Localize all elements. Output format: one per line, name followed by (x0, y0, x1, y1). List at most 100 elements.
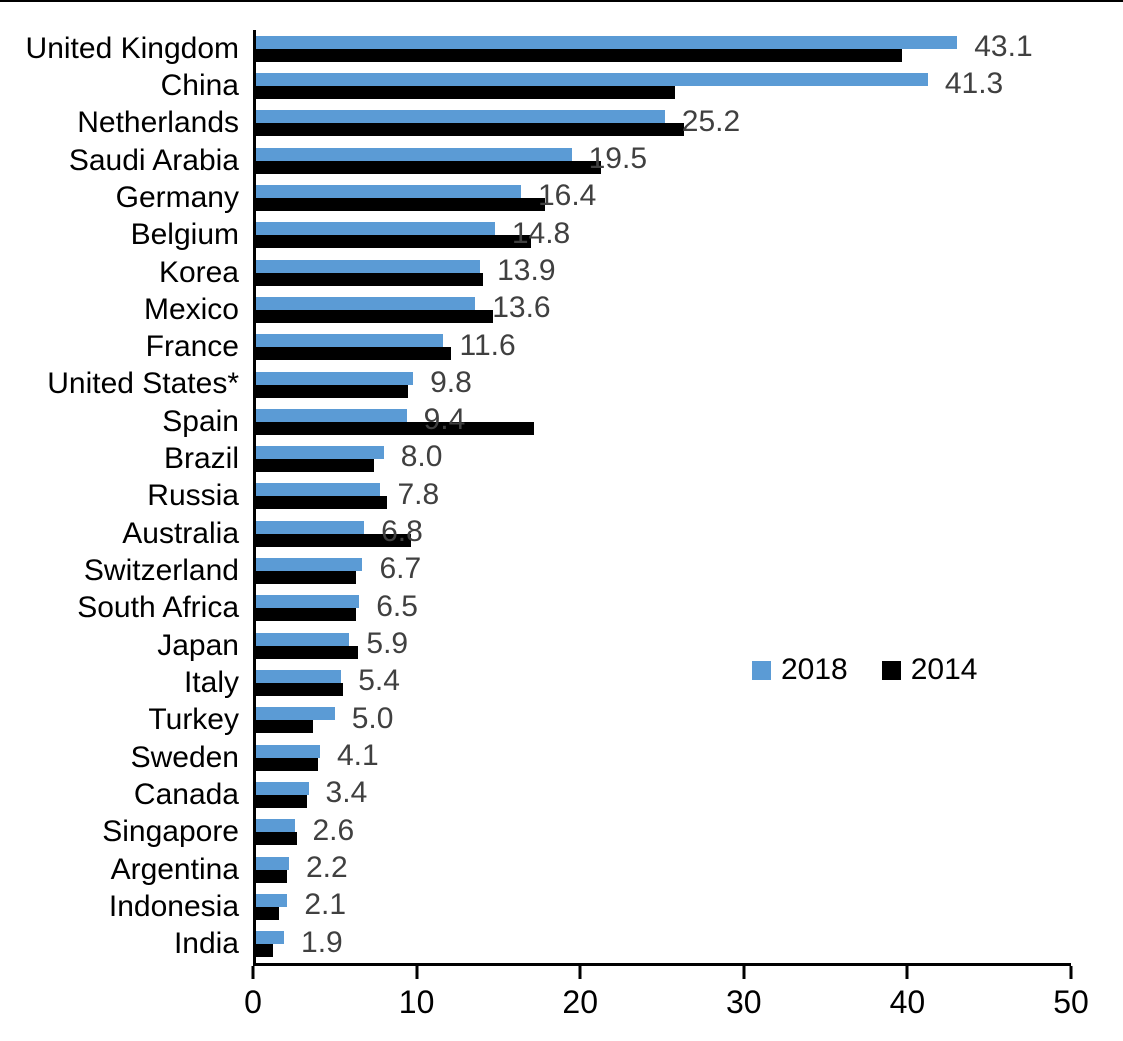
bar-2014 (253, 869, 288, 883)
bar-2018 (253, 707, 335, 721)
category-label: United States* (47, 367, 239, 401)
bars-cell: 13.9 (253, 254, 1070, 291)
chart-row: Switzerland 6.7 (0, 552, 1070, 589)
bars-cell: 13.6 (253, 291, 1070, 328)
bars-cell: 9.8 (253, 366, 1070, 403)
chart-row: Canada 3.4 (0, 776, 1070, 813)
legend: 2018 2014 (752, 653, 978, 687)
legend-swatch-icon (752, 660, 771, 680)
x-axis-tick (415, 966, 419, 979)
chart-row: Indonesia 2.1 (0, 888, 1070, 925)
category-label: Germany (115, 180, 239, 214)
data-label: 14.8 (511, 216, 571, 250)
bars-cell: 16.4 (253, 179, 1070, 216)
bar-2014 (253, 533, 412, 547)
bar-2014 (253, 384, 409, 398)
chart-row: Brazil 8.0 (0, 440, 1070, 477)
bar-2018 (253, 110, 665, 124)
bar-2014 (253, 48, 902, 62)
bar-2014 (253, 235, 531, 249)
bar-2018 (253, 744, 320, 758)
data-label: 13.9 (497, 253, 556, 287)
category-label: Netherlands (77, 106, 239, 140)
legend-swatch-icon (881, 660, 901, 680)
data-label: 2.2 (305, 850, 348, 884)
data-label: 5.0 (351, 701, 394, 735)
bar-2014 (253, 944, 273, 958)
chart-row: United Kingdom 43.1 (0, 30, 1070, 67)
chart-row: Saudi Arabia 19.5 (0, 142, 1070, 179)
data-label: 16.4 (537, 179, 597, 213)
bar-2014 (253, 645, 358, 659)
data-label: 3.4 (325, 776, 368, 810)
bar-2014 (253, 496, 387, 510)
bars-cell: 43.1 (253, 30, 1070, 67)
bar-2018 (253, 931, 285, 945)
bars-cell: 2.1 (253, 888, 1070, 925)
category-label: Switzerland (83, 554, 239, 588)
data-label: 8.0 (400, 440, 443, 474)
x-axis-tick (578, 966, 582, 979)
x-axis-tick (905, 966, 909, 979)
bar-2014 (253, 309, 494, 323)
chart-row: Mexico 13.6 (0, 291, 1070, 328)
x-axis-tick-label: 40 (889, 984, 926, 1020)
bar-2014 (253, 123, 685, 137)
chart-row: South Africa 6.5 (0, 590, 1070, 627)
chart-row: France 11.6 (0, 329, 1070, 366)
chart-row: Netherlands 25.2 (0, 105, 1070, 142)
chart-row: Germany 16.4 (0, 179, 1070, 216)
x-axis-tick (251, 966, 255, 979)
x-axis-tick-labels: 0 10 20 30 40 50 (244, 984, 1089, 1024)
data-label: 13.6 (492, 291, 551, 325)
bar-2018 (253, 520, 365, 534)
bar-2018 (253, 781, 309, 795)
category-label: Australia (122, 516, 239, 550)
bar-2014 (253, 86, 675, 99)
bar-2014 (253, 794, 307, 808)
data-label: 5.9 (366, 627, 409, 660)
category-label: Japan (157, 628, 239, 662)
bar-2018 (253, 632, 350, 646)
plot-area: United Kingdom 43.1 China 41.3 Netherlands 25… (0, 30, 1070, 963)
category-label: Italy (183, 665, 239, 699)
data-label: 6.8 (381, 515, 423, 549)
bars-cell: 5.4 (253, 664, 1070, 701)
category-label: France (145, 330, 239, 364)
data-label: 25.2 (681, 104, 741, 138)
chart-row: Singapore 2.6 (0, 814, 1070, 851)
bars-cell: 1.9 (253, 926, 1070, 963)
legend-item-2014: 2014 (881, 653, 978, 687)
category-label: Spain (162, 404, 239, 438)
bars-cell: 11.6 (253, 329, 1070, 366)
data-label: 2.1 (304, 888, 347, 922)
data-label: 9.8 (430, 365, 472, 399)
data-label: 19.5 (588, 141, 648, 175)
data-label: 7.8 (397, 477, 440, 511)
category-label: Belgium (130, 218, 239, 252)
bar-2014 (253, 832, 298, 846)
bars-cell: 6.7 (253, 552, 1070, 589)
bar-2014 (253, 160, 602, 174)
bar-2018 (253, 819, 296, 833)
category-label: Mexico (143, 292, 239, 326)
bar-2014 (253, 906, 280, 920)
legend-label: 2014 (910, 653, 978, 686)
bars-cell: 41.3 (253, 67, 1070, 104)
bar-2018 (253, 483, 381, 497)
bars-cell: 8.0 (253, 440, 1070, 477)
category-label: Indonesia (108, 889, 239, 923)
chart-row: Australia 6.8 (0, 515, 1070, 552)
chart-row: Russia 7.8 (0, 478, 1070, 515)
chart-row: United States* 9.8 (0, 366, 1070, 403)
bar-2018 (253, 856, 289, 870)
bar-2014 (253, 272, 484, 286)
chart-row: Belgium 14.8 (0, 217, 1070, 254)
bars-cell: 5.0 (253, 702, 1070, 739)
top-border-line (0, 0, 1123, 2)
category-label: South Africa (77, 591, 239, 625)
category-label: United Kingdom (25, 31, 239, 65)
bar-2018 (253, 595, 360, 609)
bar-2018 (253, 893, 288, 907)
